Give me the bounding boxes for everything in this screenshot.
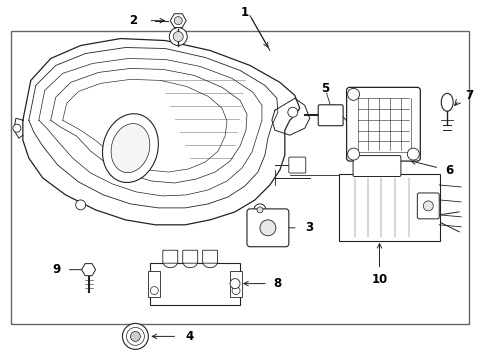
FancyBboxPatch shape [288, 157, 305, 173]
Circle shape [13, 124, 21, 132]
Text: 7: 7 [464, 89, 472, 102]
Polygon shape [170, 14, 186, 27]
Bar [11, 31, 468, 324]
Text: 6: 6 [444, 163, 452, 176]
FancyBboxPatch shape [352, 156, 400, 176]
Text: 1: 1 [241, 6, 248, 19]
Circle shape [130, 332, 140, 341]
Ellipse shape [203, 258, 217, 268]
Ellipse shape [183, 258, 197, 268]
Circle shape [229, 279, 240, 289]
Bar [148, 271, 160, 297]
Text: 2: 2 [129, 14, 137, 27]
Circle shape [260, 220, 275, 236]
Text: 10: 10 [370, 273, 387, 286]
Bar [150, 263, 240, 305]
Ellipse shape [111, 123, 149, 173]
FancyBboxPatch shape [246, 209, 288, 247]
Circle shape [232, 287, 240, 294]
Circle shape [122, 323, 148, 349]
Circle shape [126, 328, 144, 345]
Ellipse shape [163, 258, 177, 268]
Circle shape [150, 287, 158, 294]
FancyBboxPatch shape [163, 250, 178, 263]
Circle shape [407, 148, 419, 160]
Circle shape [76, 200, 85, 210]
Circle shape [423, 201, 432, 211]
Circle shape [347, 88, 359, 100]
FancyBboxPatch shape [202, 250, 217, 263]
Circle shape [347, 148, 359, 160]
Text: 5: 5 [320, 82, 328, 95]
Text: 8: 8 [273, 277, 282, 290]
Circle shape [174, 17, 182, 24]
Circle shape [173, 32, 183, 41]
Circle shape [253, 204, 265, 216]
Circle shape [256, 207, 263, 213]
Bar [229, 271, 242, 297]
Ellipse shape [440, 93, 452, 111]
FancyBboxPatch shape [183, 250, 197, 263]
Ellipse shape [102, 114, 158, 183]
FancyBboxPatch shape [338, 174, 439, 241]
Text: 9: 9 [53, 263, 61, 276]
FancyBboxPatch shape [318, 105, 343, 126]
Text: 4: 4 [185, 330, 193, 343]
Circle shape [287, 107, 297, 117]
FancyBboxPatch shape [346, 87, 420, 161]
Polygon shape [81, 264, 95, 276]
Circle shape [169, 28, 187, 45]
Text: 3: 3 [305, 221, 313, 234]
FancyBboxPatch shape [416, 193, 438, 219]
